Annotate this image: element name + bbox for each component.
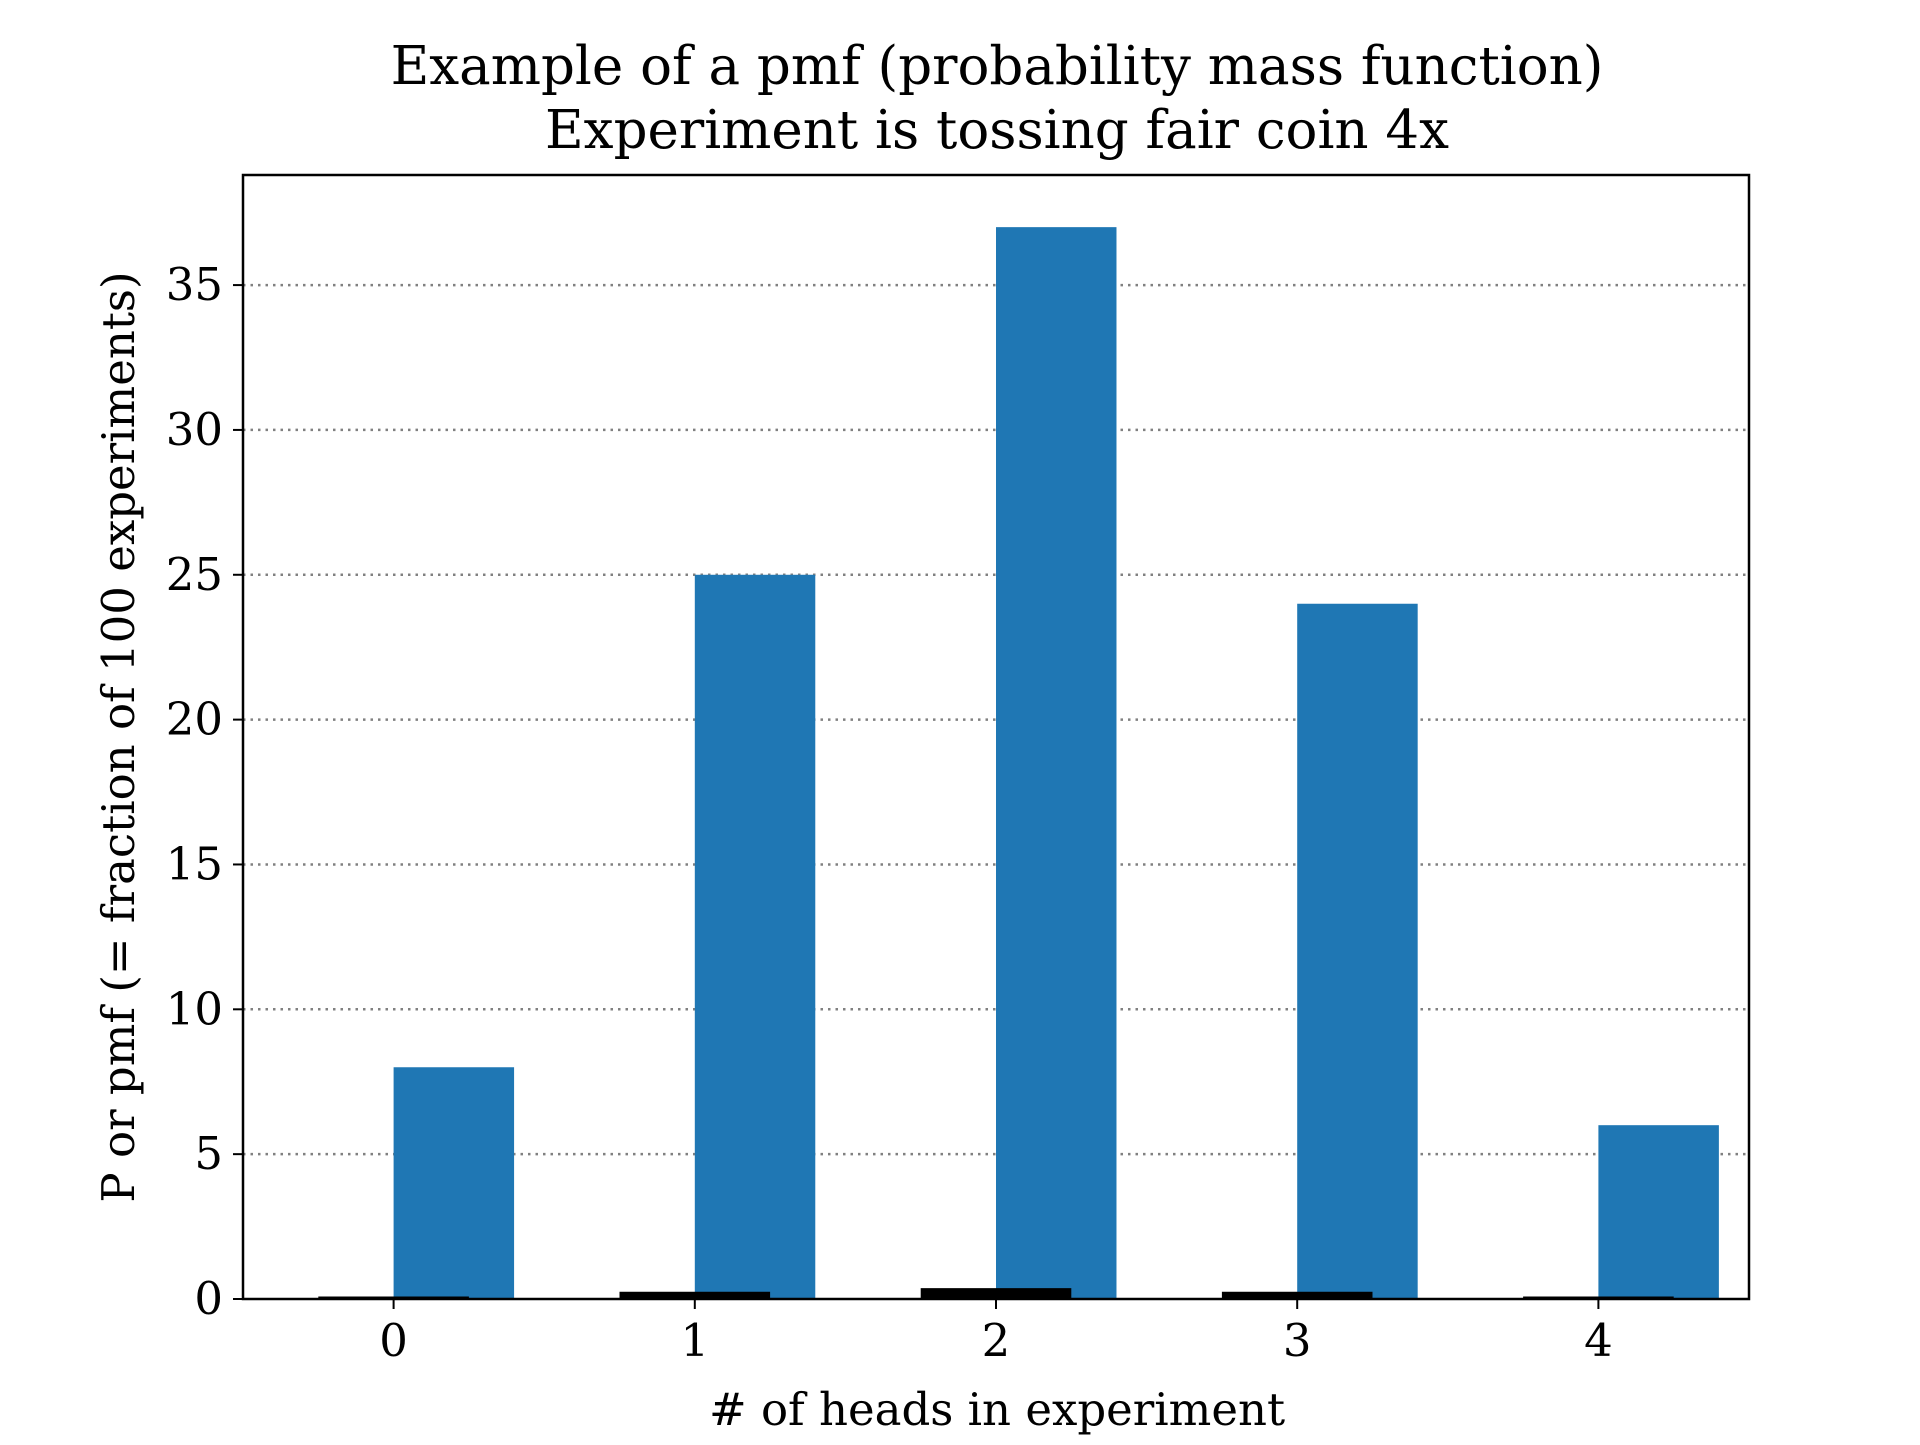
y-tick-label: 5 [194, 1127, 223, 1180]
chart-subtitle: Experiment is tossing fair coin 4x [545, 100, 1449, 161]
y-tick-label: 15 [166, 837, 223, 890]
y-axis-label: P or pmf (= fraction of 100 experiments) [92, 271, 145, 1202]
x-tick-label: 1 [680, 1314, 709, 1367]
chart-title: Example of a pmf (probability mass funct… [391, 36, 1604, 97]
x-tick-label: 0 [379, 1314, 408, 1367]
x-axis-label: # of heads in experiment [709, 1383, 1285, 1436]
bar-series0-1 [694, 574, 816, 1299]
grid-lines [243, 283, 1749, 1156]
bar-series0-0 [393, 1067, 515, 1299]
bar-series0-4 [1598, 1125, 1719, 1299]
y-tick-label: 0 [194, 1272, 223, 1325]
y-tick-label: 10 [166, 982, 223, 1035]
bar-series1-2 [920, 1288, 1072, 1299]
bar-series0-3 [1297, 603, 1418, 1299]
bar-series0-2 [996, 227, 1117, 1300]
x-tick-label: 4 [1584, 1314, 1613, 1367]
x-tick-label: 2 [982, 1314, 1011, 1367]
x-tick-label: 3 [1283, 1314, 1312, 1367]
y-tick-label: 25 [166, 548, 223, 601]
y-tick-label: 30 [166, 403, 223, 456]
y-tick-label: 35 [166, 258, 223, 311]
bars [318, 227, 1719, 1300]
bar-series1-3 [1221, 1291, 1373, 1299]
axis-ticks: 0 5 10 15 20 25 30 35 0 1 2 3 4 [166, 258, 1613, 1367]
y-tick-label: 20 [166, 693, 223, 746]
bar-series1-1 [619, 1291, 771, 1299]
